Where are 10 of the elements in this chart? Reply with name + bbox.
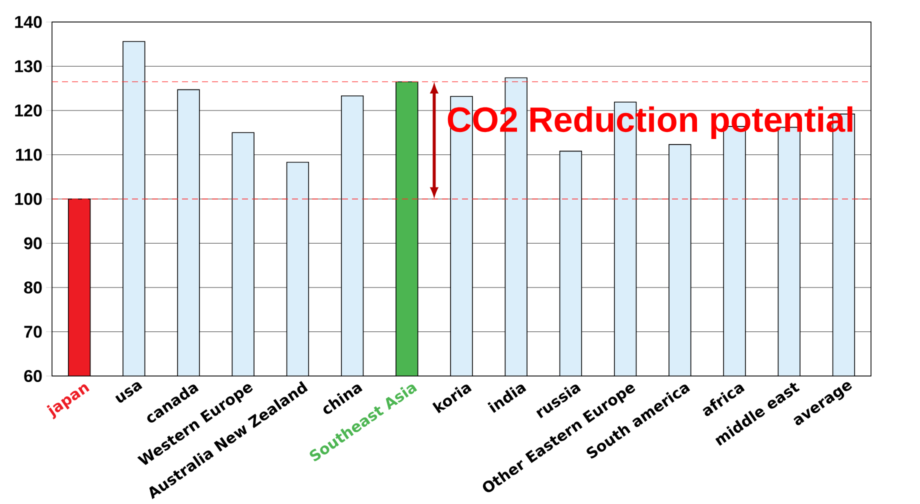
x-tick-label: usa <box>115 382 142 403</box>
y-tick-label: 120 <box>15 104 42 117</box>
y-tick-label: 80 <box>24 281 42 294</box>
y-tick-label: 60 <box>24 370 42 382</box>
y-tick-label: 110 <box>16 148 42 161</box>
y-tick-label: 140 <box>15 16 42 28</box>
y-tick-label: 130 <box>15 60 42 72</box>
y-tick-label: 100 <box>15 192 42 206</box>
y-tick-label: 70 <box>24 326 42 338</box>
y-tick-label: 90 <box>24 237 42 250</box>
